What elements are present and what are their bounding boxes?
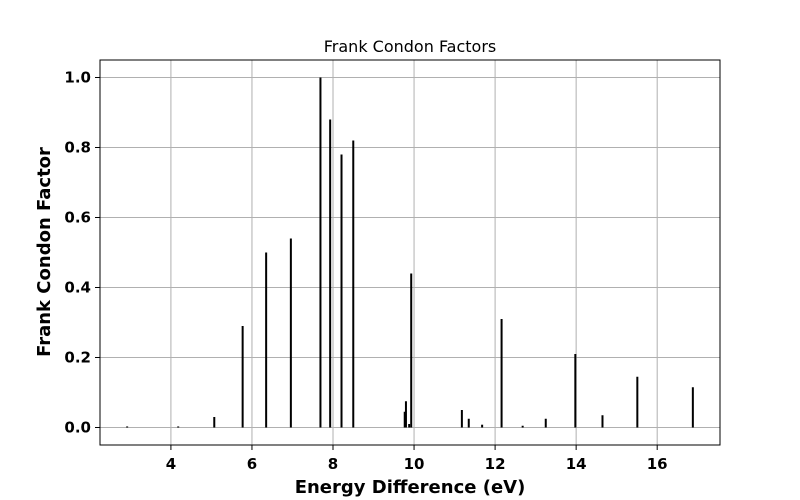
x-tick-label: 10 xyxy=(404,455,425,473)
x-axis-label: Energy Difference (eV) xyxy=(295,477,526,498)
bar xyxy=(340,154,343,428)
bar xyxy=(481,424,484,428)
x-tick-label: 16 xyxy=(647,455,668,473)
bar xyxy=(500,319,503,428)
y-tick-label: 0.4 xyxy=(64,279,91,297)
bar xyxy=(574,354,577,428)
bar xyxy=(403,411,406,428)
bar xyxy=(265,252,268,428)
grid-layer xyxy=(100,60,720,445)
bar xyxy=(319,77,322,428)
bar xyxy=(601,415,604,428)
y-tick-label: 1.0 xyxy=(64,69,91,87)
bar xyxy=(289,238,292,428)
x-tick-label: 4 xyxy=(166,455,176,473)
y-tick-label: 0.8 xyxy=(64,139,91,157)
bar xyxy=(410,273,413,428)
bar-layer xyxy=(126,77,694,428)
bar xyxy=(408,424,411,428)
bar xyxy=(404,401,407,428)
x-tick-label: 8 xyxy=(328,455,338,473)
x-tick-label: 6 xyxy=(247,455,257,473)
bar xyxy=(329,119,332,428)
x-tick-label: 12 xyxy=(485,455,506,473)
y-tick-label: 0.6 xyxy=(64,209,91,227)
bar xyxy=(352,140,355,428)
y-tick-label: 0.0 xyxy=(64,419,91,437)
bar xyxy=(544,418,547,428)
bar xyxy=(460,410,463,428)
x-tick-label: 14 xyxy=(566,455,587,473)
bar xyxy=(521,425,524,428)
bar xyxy=(213,417,216,428)
y-axis-label: Frank Condon Factor xyxy=(34,147,55,357)
tick-layer: 4 6 8 10 12 14 16 0.0 0.2 0.4 0.6 0.8 1.0 xyxy=(64,69,667,474)
plot-frame xyxy=(99,59,721,446)
chart-title: Frank Condon Factors xyxy=(324,37,497,56)
bar xyxy=(126,426,129,428)
bar xyxy=(691,387,694,428)
bar xyxy=(241,326,244,428)
bar xyxy=(177,426,180,428)
bar xyxy=(636,376,639,428)
y-tick-label: 0.2 xyxy=(64,349,91,367)
bar xyxy=(467,418,470,428)
